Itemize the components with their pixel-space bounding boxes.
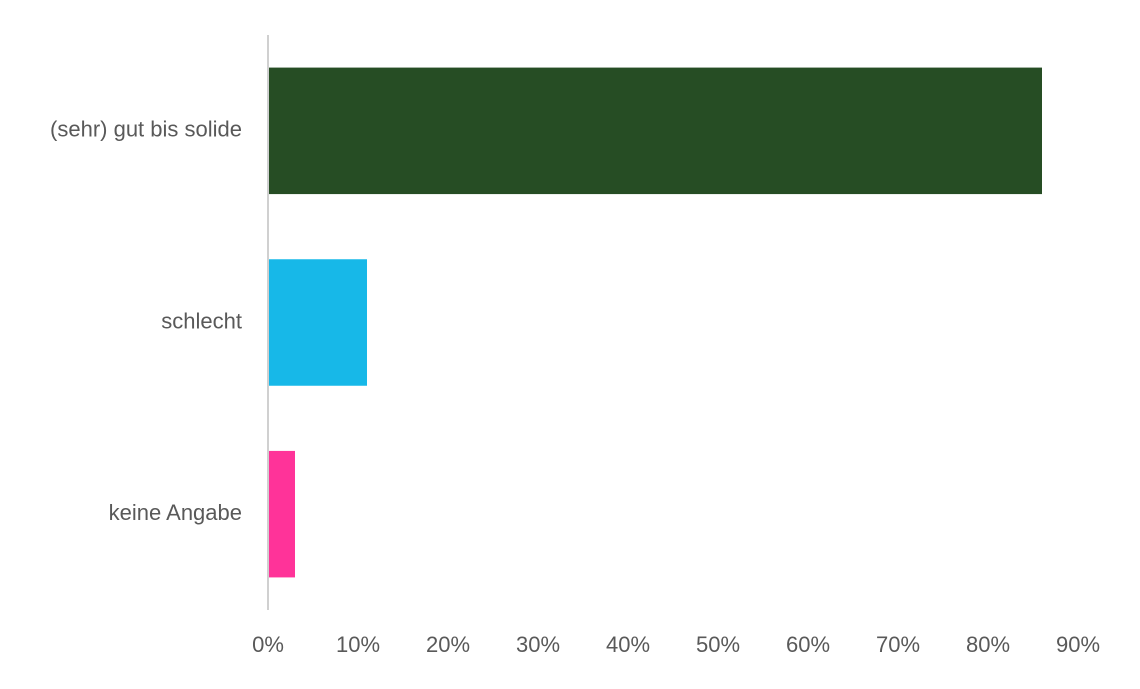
x-tick-label: 0% — [252, 632, 284, 657]
y-tick-label: schlecht — [161, 308, 242, 333]
x-tick-label: 70% — [876, 632, 920, 657]
x-tick-label: 90% — [1056, 632, 1100, 657]
x-tick-label: 20% — [426, 632, 470, 657]
x-tick-label: 40% — [606, 632, 650, 657]
bar — [268, 259, 367, 386]
x-tick-label: 60% — [786, 632, 830, 657]
x-tick-label: 30% — [516, 632, 560, 657]
y-tick-label: keine Angabe — [109, 500, 242, 525]
bar — [268, 67, 1042, 195]
x-tick-label: 50% — [696, 632, 740, 657]
x-tick-label: 10% — [336, 632, 380, 657]
y-tick-label: (sehr) gut bis solide — [50, 117, 242, 142]
bar — [268, 450, 295, 578]
x-tick-label: 80% — [966, 632, 1010, 657]
